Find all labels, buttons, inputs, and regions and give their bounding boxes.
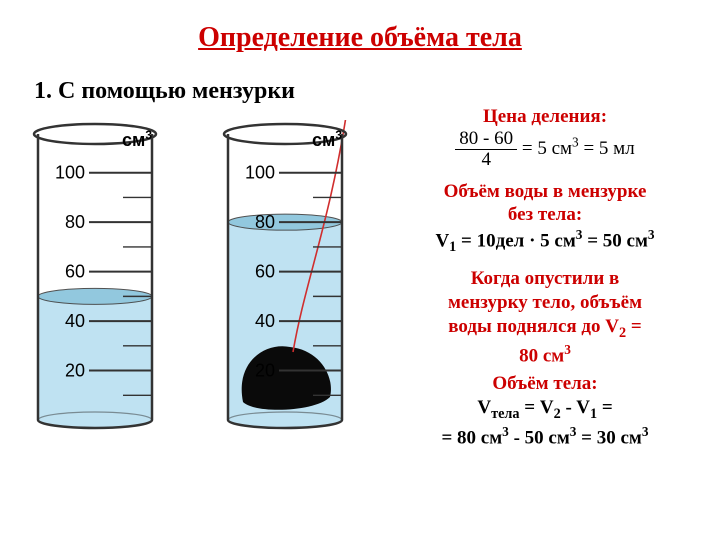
- vb-s2: 2: [554, 406, 561, 422]
- svg-text:40: 40: [65, 311, 85, 331]
- svg-text:60: 60: [255, 262, 275, 282]
- dt3a: воды поднялся до V: [448, 316, 619, 337]
- scale-tail: = 5 мл: [579, 138, 635, 159]
- vb-b: = V: [520, 397, 554, 418]
- svg-text:100: 100: [245, 163, 275, 183]
- vnb-mid: = 10дел · 5 см: [456, 230, 576, 251]
- dt1: Когда опустили в: [471, 268, 620, 289]
- vb-a: V: [477, 397, 491, 418]
- vb-d: =: [597, 397, 613, 418]
- dt3c: =: [626, 316, 642, 337]
- vnb-h1: Объём воды в мензурке: [444, 181, 647, 202]
- scale-block: Цена деления: 80 - 60 4 = 5 см3 = 5 мл: [380, 105, 710, 170]
- svg-text:20: 20: [255, 361, 275, 381]
- unit-label-left: см3: [122, 128, 152, 151]
- scale-header: Цена деления:: [380, 105, 710, 129]
- dt4b: 3: [564, 342, 571, 357]
- svg-text:40: 40: [255, 311, 275, 331]
- vol-body-block: Объём тела: Vтела = V2 - V1 = = 80 см3 -…: [380, 372, 710, 449]
- vb-c: - V: [561, 397, 590, 418]
- scale-rhs: = 5 см: [517, 138, 572, 159]
- vb2s3: 3: [642, 424, 649, 439]
- scale-sup: 3: [572, 134, 579, 149]
- svg-text:80: 80: [255, 212, 275, 232]
- cylinder-right: 100 80 60 40 20 см3: [210, 120, 360, 440]
- vnb-sup2: 3: [648, 227, 655, 242]
- scale-formula: 80 - 60 4 = 5 см3 = 5 мл: [380, 129, 710, 170]
- vb2s1: 3: [502, 424, 509, 439]
- vol-no-body-formula: V1 = 10дел · 5 см3 = 50 см3: [380, 227, 710, 257]
- vb-s1: тела: [491, 406, 519, 422]
- svg-text:100: 100: [55, 163, 85, 183]
- vol-body-formula: Vтела = V2 - V1 = = 80 см3 - 50 см3 = 30…: [380, 396, 710, 450]
- section-subtitle: 1. С помощью мензурки: [34, 78, 295, 105]
- vb2c: = 30 см: [576, 427, 641, 448]
- svg-text:60: 60: [65, 262, 85, 282]
- vnb-h2: без тела:: [508, 204, 582, 225]
- dt4a: 80 см: [519, 346, 564, 367]
- scale-frac-den: 4: [455, 150, 517, 170]
- unit-label-right: см3: [312, 128, 342, 151]
- cylinder-left-svg: 100 80 60 40 20: [20, 120, 170, 440]
- svg-text:20: 20: [65, 361, 85, 381]
- scale-frac-num: 80 - 60: [455, 129, 517, 150]
- svg-text:80: 80: [65, 212, 85, 232]
- page-title: Определение объёма тела: [0, 0, 720, 54]
- vol-no-body-header: Объём воды в мензурке без тела:: [380, 180, 710, 228]
- cylinder-left: 100 80 60 40 20 см3: [20, 120, 170, 440]
- cylinder-right-svg: 100 80 60 40 20: [210, 120, 360, 440]
- text-column: Цена деления: 80 - 60 4 = 5 см3 = 5 мл О…: [380, 105, 710, 460]
- cylinder-pair: 100 80 60 40 20 см3 100 80 60 40 20 см3: [20, 120, 360, 440]
- vol-no-body-block: Объём воды в мензурке без тела: V1 = 10д…: [380, 180, 710, 257]
- vnb-mid2: = 50 см: [582, 230, 647, 251]
- vnb-pre: V: [435, 230, 449, 251]
- vb2b: - 50 см: [509, 427, 570, 448]
- dt2: мензурку тело, объъём: [448, 292, 642, 313]
- vb2a: = 80 см: [441, 427, 502, 448]
- drop-text: Когда опустили в мензурку тело, объъём в…: [380, 267, 710, 368]
- vb-s3: 1: [590, 406, 597, 422]
- vol-body-header: Объём тела:: [380, 372, 710, 396]
- scale-fraction: 80 - 60 4: [455, 129, 517, 170]
